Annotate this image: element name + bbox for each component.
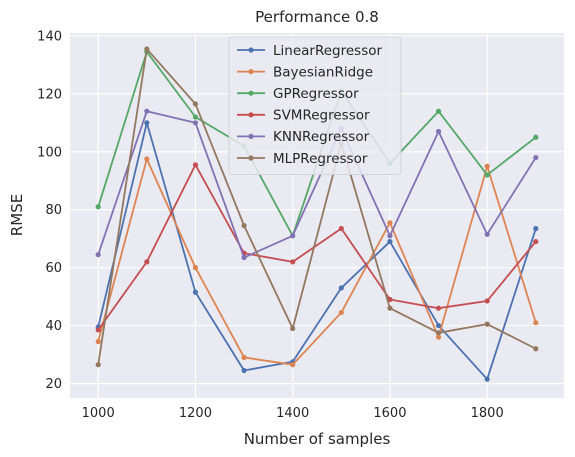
series-layer (95, 46, 539, 382)
x-tick-label: 1200 (179, 406, 212, 421)
data-point (290, 259, 296, 265)
series-line (97, 163, 537, 331)
y-tick-label: 20 (45, 377, 62, 392)
data-point (241, 223, 247, 229)
data-point (533, 154, 539, 161)
data-point (533, 225, 539, 232)
legend-item: BayesianRidge (237, 64, 373, 80)
legend-swatch-marker (248, 133, 254, 139)
data-point (484, 172, 490, 178)
data-point (484, 298, 490, 304)
data-point (387, 238, 393, 245)
data-point (192, 162, 199, 168)
legend-swatch-marker (248, 90, 254, 96)
data-point (435, 334, 442, 340)
legend-swatch-marker (248, 69, 254, 75)
data-point (484, 231, 490, 237)
series-line (97, 121, 537, 381)
data-point (144, 156, 150, 162)
legend-swatch-marker (248, 47, 254, 53)
y-axis-label: RMSE (8, 194, 26, 236)
data-point (95, 252, 101, 258)
data-point (241, 354, 247, 361)
data-point (192, 265, 199, 271)
series-MLPRegressor (95, 46, 539, 368)
legend-item: GPRegressor (237, 86, 359, 102)
x-axis-label: Number of samples (244, 430, 391, 448)
data-point (144, 259, 150, 265)
data-point (95, 204, 101, 210)
data-point (95, 338, 101, 345)
series-KNNRegressor (95, 108, 539, 261)
legend-swatch-marker (248, 112, 254, 118)
y-tick-label: 40 (45, 319, 62, 334)
data-point (192, 114, 199, 120)
y-tick-label: 100 (37, 145, 62, 160)
y-tick-label: 80 (45, 203, 62, 218)
legend-swatch-marker (248, 155, 254, 161)
x-tick-label: 1000 (82, 406, 115, 421)
data-point (387, 305, 393, 311)
data-point (435, 305, 442, 311)
y-tick-label: 120 (37, 87, 62, 102)
legend-item: SVMRegressor (237, 108, 370, 124)
data-point (290, 325, 296, 332)
legend-label: BayesianRidge (273, 64, 373, 80)
series-line (97, 48, 537, 365)
data-point (484, 163, 490, 169)
data-point (435, 322, 442, 329)
legend-label: LinearRegressor (273, 43, 382, 59)
data-point (95, 327, 101, 333)
legend: LinearRegressor BayesianRidge GPRegressor S… (228, 36, 402, 176)
data-point (484, 321, 490, 327)
legend-label: SVMRegressor (273, 108, 370, 124)
data-point (435, 128, 442, 135)
data-point (192, 120, 199, 126)
data-point (533, 238, 539, 245)
data-point (290, 233, 296, 239)
data-point (192, 101, 199, 107)
chart-title: Performance 0.8 (255, 8, 379, 26)
data-point (144, 120, 150, 126)
series-line (97, 110, 537, 259)
ticks: 1000 1200 1400 1600 1800 20 40 60 80 100 120 140 (37, 29, 504, 421)
legend-item: KNNRegressor (237, 129, 370, 145)
data-point (144, 108, 150, 114)
data-point (241, 254, 247, 261)
legend-frame (228, 36, 402, 176)
x-tick-label: 1400 (276, 406, 309, 421)
data-point (435, 108, 442, 114)
data-point (338, 225, 344, 232)
data-point (533, 346, 539, 352)
x-tick-label: 1800 (471, 406, 504, 421)
data-point (338, 309, 344, 316)
legend-item: MLPRegressor (237, 151, 368, 167)
data-point (387, 220, 393, 226)
data-point (95, 362, 101, 368)
data-point (241, 367, 247, 374)
data-point (290, 362, 296, 368)
data-point (484, 376, 490, 382)
data-point (533, 134, 539, 140)
legend-label: GPRegressor (273, 86, 359, 102)
y-tick-label: 60 (45, 261, 62, 276)
data-point (144, 46, 150, 52)
x-tick-label: 1600 (373, 406, 406, 421)
y-tick-label: 140 (37, 29, 62, 44)
data-point (387, 233, 393, 239)
legend-label: KNNRegressor (273, 129, 370, 145)
legend-label: MLPRegressor (273, 151, 368, 167)
data-point (435, 330, 442, 336)
legend-item: LinearRegressor (237, 43, 382, 59)
data-point (192, 289, 199, 295)
data-point (338, 285, 344, 291)
data-point (533, 320, 539, 326)
